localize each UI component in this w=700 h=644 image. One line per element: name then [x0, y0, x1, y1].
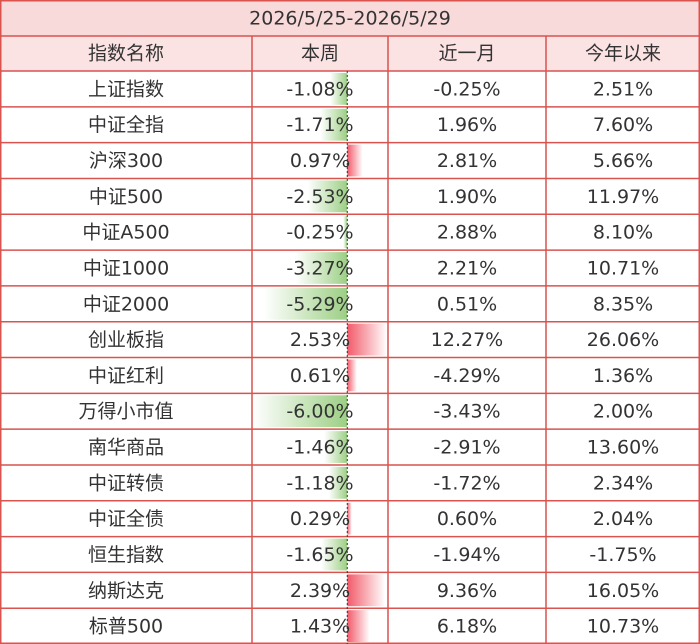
cell: 8.35%	[593, 293, 653, 315]
cell: -1.18%	[286, 472, 353, 494]
row-label: 中证500	[89, 186, 163, 208]
data-bar	[347, 323, 387, 356]
data-bar	[307, 180, 348, 213]
row-label: 万得小市值	[78, 401, 173, 423]
data-bar	[330, 73, 348, 105]
cell: 16.05%	[587, 580, 659, 602]
data-bar	[321, 538, 348, 571]
cell: 5.66%	[593, 150, 653, 172]
cell: 2.88%	[437, 222, 497, 244]
data-bar	[253, 395, 348, 428]
data-bar	[324, 431, 348, 463]
header-cell: 近一月	[438, 43, 495, 65]
cell: 11.97%	[587, 186, 659, 208]
cell: 2.39%	[290, 580, 350, 602]
row-label: 中证红利	[88, 365, 164, 387]
data-bar	[295, 252, 348, 284]
cell: 2.04%	[593, 508, 653, 530]
cell: -2.91%	[433, 437, 500, 459]
row-label: 沪深300	[89, 150, 163, 172]
cell: 2.21%	[437, 257, 497, 279]
cell: 0.61%	[290, 365, 350, 387]
cell: -1.72%	[433, 472, 500, 494]
row-label: 创业板指	[88, 329, 164, 351]
cell: 9.36%	[437, 580, 497, 602]
cell: 1.36%	[593, 365, 653, 387]
cell: 2.53%	[290, 329, 350, 351]
cell: 26.06%	[587, 329, 659, 351]
cell: 0.51%	[437, 293, 497, 315]
cell: 1.90%	[437, 186, 497, 208]
data-bar	[347, 502, 352, 535]
header-cell: 今年以来	[585, 43, 661, 65]
cell: 6.18%	[437, 616, 497, 638]
data-bar	[328, 466, 348, 499]
cell: 8.10%	[593, 222, 653, 244]
cell: 2.00%	[593, 401, 653, 423]
title-bg	[0, 0, 700, 36]
cell: 1.96%	[437, 114, 497, 136]
data-bar	[347, 574, 385, 607]
cell: -2.53%	[286, 186, 353, 208]
cell: 2.81%	[437, 150, 497, 172]
data-bar	[347, 610, 370, 642]
cell: -0.25%	[286, 222, 353, 244]
cell: -1.71%	[286, 114, 353, 136]
cell: 0.97%	[290, 150, 350, 172]
row-label: 中证全债	[88, 508, 164, 530]
data-bar	[347, 144, 363, 177]
cell: -5.29%	[286, 293, 353, 315]
data-bar	[264, 287, 348, 320]
cell: -1.94%	[433, 544, 500, 566]
cell: 0.29%	[290, 508, 350, 530]
cell: -1.65%	[286, 544, 353, 566]
row-label: 中证转债	[88, 472, 164, 494]
cell: 0.60%	[437, 508, 497, 530]
header-cell: 本周	[301, 43, 339, 65]
cell: -1.75%	[589, 544, 656, 566]
cell: -0.25%	[433, 78, 500, 100]
cell: 10.71%	[587, 257, 659, 279]
data-bar	[343, 216, 348, 249]
cell: -3.43%	[433, 401, 500, 423]
row-label: 中证1000	[83, 257, 169, 279]
table-title: 2026/5/25-2026/5/29	[249, 8, 451, 30]
row-label: 中证全指	[88, 114, 164, 136]
cell: 12.27%	[431, 329, 503, 351]
cell: 7.60%	[593, 114, 653, 136]
row-label: 上证指数	[88, 78, 164, 100]
cell: 2.34%	[593, 472, 653, 494]
cell: 1.43%	[290, 616, 350, 638]
row-label: 中证A500	[82, 222, 169, 244]
cell: 10.73%	[587, 616, 659, 638]
cell: -1.46%	[286, 437, 353, 459]
data-bar	[347, 359, 357, 392]
data-bar	[320, 108, 348, 141]
row-label: 中证2000	[83, 293, 169, 315]
cell: -3.27%	[286, 257, 353, 279]
cell: 13.60%	[587, 437, 659, 459]
row-label: 南华商品	[88, 437, 164, 459]
cell: 2.51%	[593, 78, 653, 100]
row-label: 标普500	[89, 616, 163, 638]
cell: -4.29%	[433, 365, 500, 387]
cell: -6.00%	[286, 401, 353, 423]
row-label: 纳斯达克	[88, 580, 164, 602]
header-bg	[0, 36, 700, 71]
cell: -1.08%	[286, 78, 353, 100]
header-cell: 指数名称	[88, 43, 164, 65]
row-label: 恒生指数	[88, 544, 164, 566]
